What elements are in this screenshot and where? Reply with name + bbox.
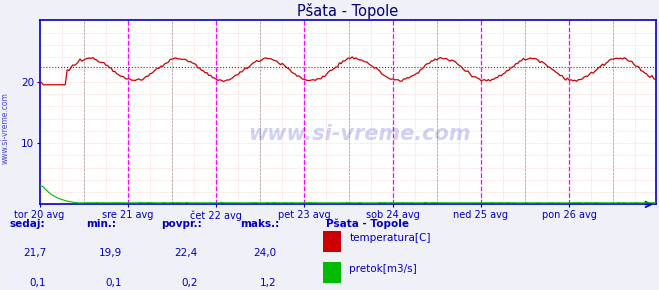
Text: 19,9: 19,9 [99, 248, 122, 258]
Bar [323, 231, 341, 252]
Text: 0,1: 0,1 [105, 278, 122, 288]
Text: min.:: min.: [86, 219, 116, 229]
Text: maks.:: maks.: [241, 219, 280, 229]
Text: 1,2: 1,2 [260, 278, 277, 288]
Text: Pšata - Topole: Pšata - Topole [326, 219, 409, 229]
Text: sedaj:: sedaj: [10, 219, 45, 229]
Text: 0,2: 0,2 [181, 278, 198, 288]
Text: 22,4: 22,4 [175, 248, 198, 258]
Text: pretok[m3/s]: pretok[m3/s] [349, 264, 417, 274]
Text: www.si-vreme.com: www.si-vreme.com [248, 124, 471, 144]
Text: 0,1: 0,1 [30, 278, 46, 288]
Text: 24,0: 24,0 [254, 248, 277, 258]
Title: Pšata - Topole: Pšata - Topole [297, 3, 398, 19]
Bar [323, 262, 341, 283]
Text: 21,7: 21,7 [23, 248, 46, 258]
Text: povpr.:: povpr.: [161, 219, 202, 229]
Text: temperatura[C]: temperatura[C] [349, 233, 431, 243]
Text: www.si-vreme.com: www.si-vreme.com [1, 92, 10, 164]
